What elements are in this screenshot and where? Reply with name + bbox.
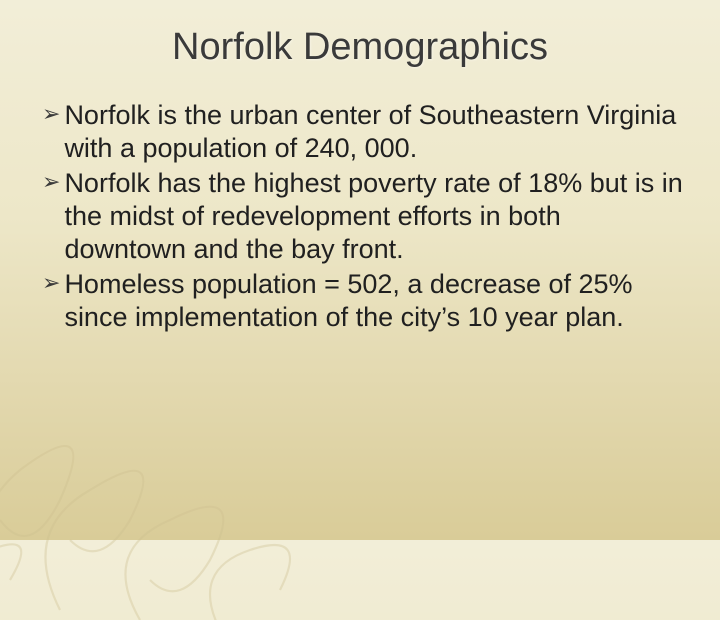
bullet-text: Norfolk has the highest poverty rate of …: [64, 167, 686, 266]
chevron-right-icon: ➢: [42, 272, 60, 294]
bullet-list: ➢ Norfolk is the urban center of Southea…: [0, 99, 720, 334]
bullet-text: Homeless population = 502, a decrease of…: [64, 268, 686, 334]
list-item: ➢ Norfolk has the highest poverty rate o…: [42, 167, 686, 266]
chevron-right-icon: ➢: [42, 103, 60, 125]
list-item: ➢ Homeless population = 502, a decrease …: [42, 268, 686, 334]
list-item: ➢ Norfolk is the urban center of Southea…: [42, 99, 686, 165]
slide-title: Norfolk Demographics: [0, 0, 720, 99]
chevron-right-icon: ➢: [42, 171, 60, 193]
bullet-text: Norfolk is the urban center of Southeast…: [64, 99, 686, 165]
decorative-swirl: [0, 320, 340, 620]
